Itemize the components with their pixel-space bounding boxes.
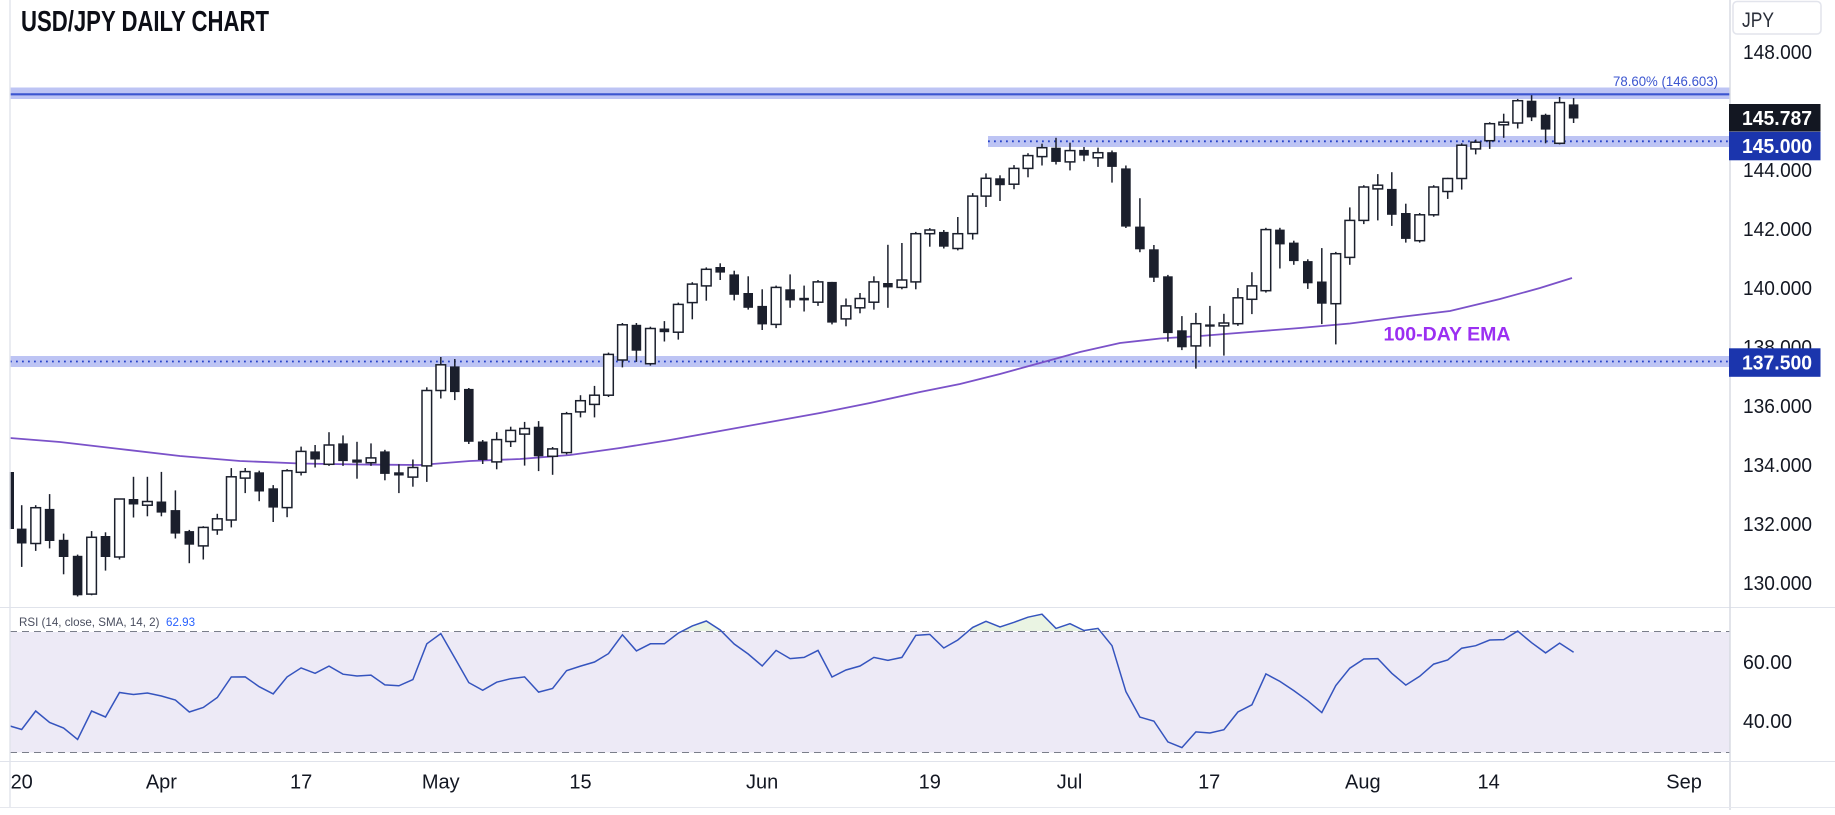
svg-text:100-DAY EMA: 100-DAY EMA: [1384, 325, 1511, 346]
svg-text:15: 15: [569, 772, 591, 794]
svg-text:142.000: 142.000: [1743, 219, 1812, 241]
svg-text:19: 19: [919, 772, 941, 794]
svg-text:17: 17: [290, 772, 312, 794]
svg-text:Aug: Aug: [1345, 772, 1381, 794]
svg-text:Sep: Sep: [1666, 772, 1702, 794]
svg-text:Apr: Apr: [146, 772, 177, 794]
svg-text:14: 14: [1477, 772, 1499, 794]
svg-text:140.000: 140.000: [1743, 278, 1812, 300]
svg-text:134.000: 134.000: [1743, 455, 1812, 477]
svg-text:136.000: 136.000: [1743, 396, 1812, 418]
svg-text:Jul: Jul: [1057, 772, 1083, 794]
svg-text:62.93: 62.93: [166, 616, 195, 629]
svg-text:145.787: 145.787: [1742, 108, 1812, 130]
svg-text:40.00: 40.00: [1743, 711, 1792, 733]
svg-text:137.500: 137.500: [1742, 353, 1812, 375]
svg-text:17: 17: [1198, 772, 1220, 794]
svg-text:132.000: 132.000: [1743, 514, 1812, 536]
svg-text:78.60% (146.603): 78.60% (146.603): [1613, 74, 1718, 89]
svg-text:20: 20: [11, 772, 33, 794]
svg-text:145.000: 145.000: [1742, 136, 1812, 158]
svg-text:144.000: 144.000: [1743, 160, 1812, 182]
svg-text:130.000: 130.000: [1743, 573, 1812, 595]
svg-text:May: May: [422, 772, 460, 794]
svg-text:148.000: 148.000: [1743, 42, 1812, 64]
svg-text:USD/JPY DAILY CHART: USD/JPY DAILY CHART: [21, 6, 269, 38]
svg-text:Jun: Jun: [746, 772, 778, 794]
svg-text:JPY: JPY: [1742, 9, 1774, 32]
svg-text:RSI (14, close, SMA, 14, 2): RSI (14, close, SMA, 14, 2): [19, 616, 160, 629]
svg-text:60.00: 60.00: [1743, 652, 1792, 674]
